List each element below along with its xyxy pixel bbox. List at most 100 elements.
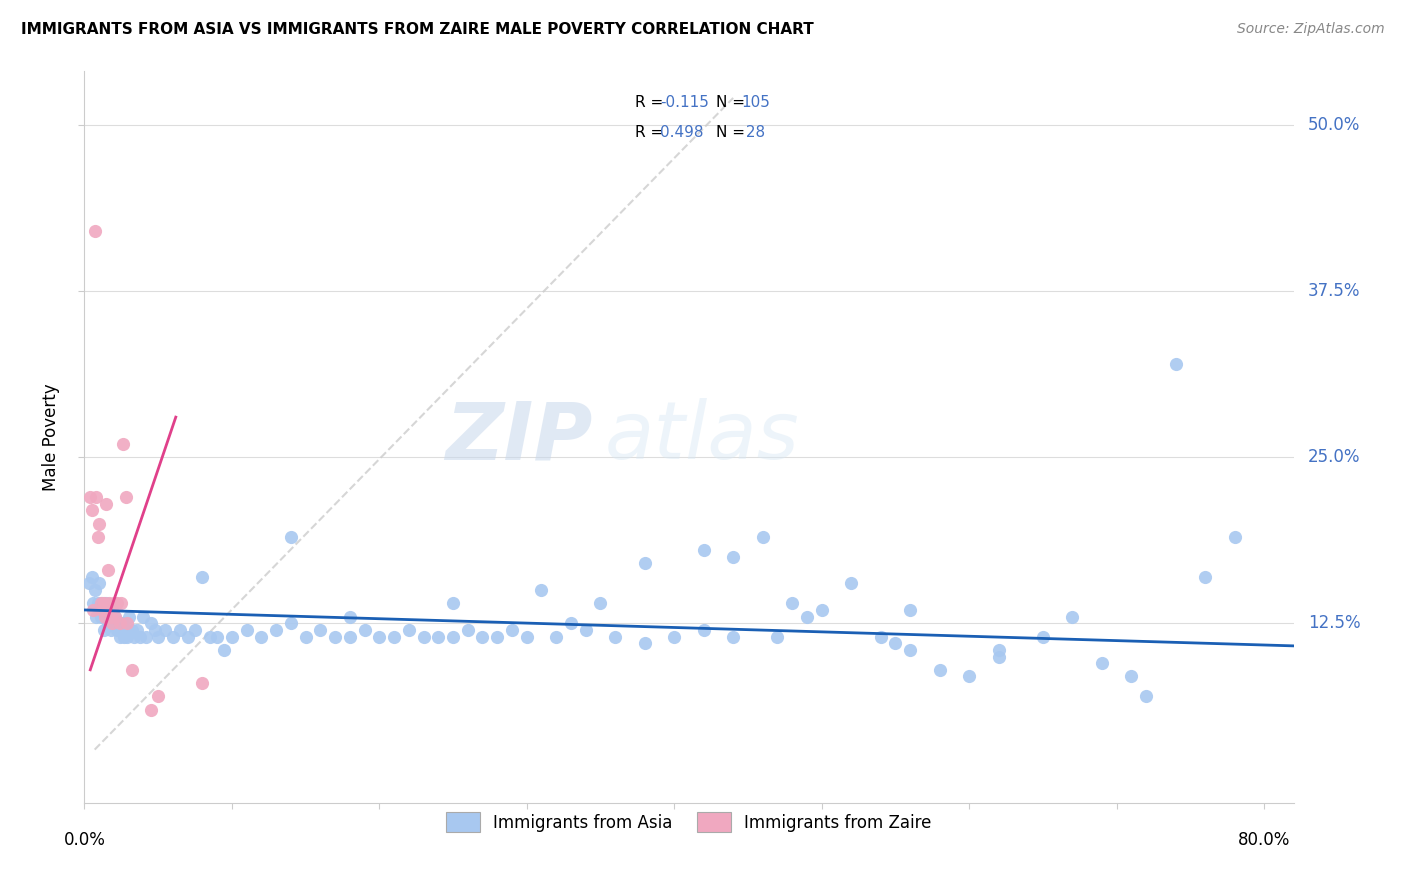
Point	[339, 609, 361, 624]
Point	[108, 630, 131, 644]
Point	[107, 616, 129, 631]
Point	[501, 623, 523, 637]
Point	[546, 630, 568, 644]
Point	[143, 623, 166, 637]
Point	[957, 669, 980, 683]
Point	[110, 596, 132, 610]
Text: 25.0%: 25.0%	[1308, 448, 1361, 466]
Point	[235, 623, 257, 637]
Point	[766, 630, 789, 644]
Point	[77, 576, 100, 591]
Point	[721, 549, 744, 564]
Point	[139, 616, 162, 631]
Point	[441, 596, 464, 610]
Point	[100, 609, 122, 624]
Text: R =: R =	[634, 125, 668, 140]
Text: -0.115: -0.115	[659, 95, 709, 110]
Point	[427, 630, 450, 644]
Point	[94, 609, 117, 624]
Text: 80.0%: 80.0%	[1237, 830, 1291, 848]
Point	[692, 543, 714, 558]
Point	[471, 630, 494, 644]
Text: 28: 28	[741, 125, 765, 140]
Point	[80, 570, 103, 584]
Text: 0.498: 0.498	[659, 125, 703, 140]
Point	[1223, 530, 1246, 544]
Point	[91, 596, 114, 610]
Point	[191, 676, 214, 690]
Point	[111, 616, 134, 631]
Point	[214, 643, 236, 657]
Point	[664, 630, 686, 644]
Point	[987, 643, 1010, 657]
Point	[82, 596, 104, 610]
Point	[634, 557, 657, 571]
Point	[114, 623, 136, 637]
Legend: Immigrants from Asia, Immigrants from Zaire: Immigrants from Asia, Immigrants from Za…	[433, 798, 945, 846]
Point	[112, 630, 135, 644]
Point	[97, 616, 120, 631]
Point	[103, 596, 125, 610]
Point	[115, 616, 138, 631]
Text: N =: N =	[716, 125, 749, 140]
Point	[1194, 570, 1216, 584]
Text: R =: R =	[634, 95, 668, 110]
Point	[96, 497, 118, 511]
Point	[103, 616, 125, 631]
Point	[101, 603, 124, 617]
Point	[83, 582, 105, 597]
Point	[928, 663, 950, 677]
Point	[90, 609, 112, 624]
Point	[1135, 690, 1157, 704]
Point	[589, 596, 612, 610]
Point	[114, 490, 136, 504]
Point	[105, 623, 128, 637]
Point	[83, 224, 105, 238]
Point	[129, 630, 152, 644]
Point	[634, 636, 657, 650]
Point	[191, 570, 214, 584]
Point	[104, 609, 127, 624]
Point	[91, 603, 114, 617]
Point	[111, 436, 134, 450]
Point	[323, 630, 346, 644]
Point	[96, 596, 118, 610]
Point	[146, 630, 169, 644]
Point	[339, 630, 361, 644]
Point	[898, 643, 921, 657]
Point	[124, 630, 146, 644]
Point	[127, 623, 149, 637]
Point	[353, 623, 375, 637]
Point	[796, 609, 818, 624]
Point	[155, 623, 177, 637]
Point	[184, 623, 207, 637]
Text: N =: N =	[716, 95, 749, 110]
Point	[280, 530, 302, 544]
Point	[1091, 656, 1114, 670]
Text: 37.5%: 37.5%	[1308, 282, 1361, 300]
Point	[780, 596, 803, 610]
Text: IMMIGRANTS FROM ASIA VS IMMIGRANTS FROM ZAIRE MALE POVERTY CORRELATION CHART: IMMIGRANTS FROM ASIA VS IMMIGRANTS FROM …	[21, 22, 814, 37]
Point	[309, 623, 332, 637]
Point	[86, 530, 108, 544]
Point	[98, 609, 121, 624]
Point	[530, 582, 553, 597]
Y-axis label: Male Poverty: Male Poverty	[42, 384, 60, 491]
Point	[169, 623, 191, 637]
Point	[117, 609, 139, 624]
Point	[121, 623, 143, 637]
Point	[398, 623, 420, 637]
Point	[205, 630, 228, 644]
Point	[132, 609, 155, 624]
Point	[101, 616, 124, 631]
Point	[82, 603, 104, 617]
Point	[575, 623, 598, 637]
Point	[87, 516, 110, 531]
Point	[869, 630, 891, 644]
Point	[721, 630, 744, 644]
Point	[100, 623, 122, 637]
Point	[412, 630, 434, 644]
Point	[1121, 669, 1143, 683]
Point	[987, 649, 1010, 664]
Point	[93, 596, 115, 610]
